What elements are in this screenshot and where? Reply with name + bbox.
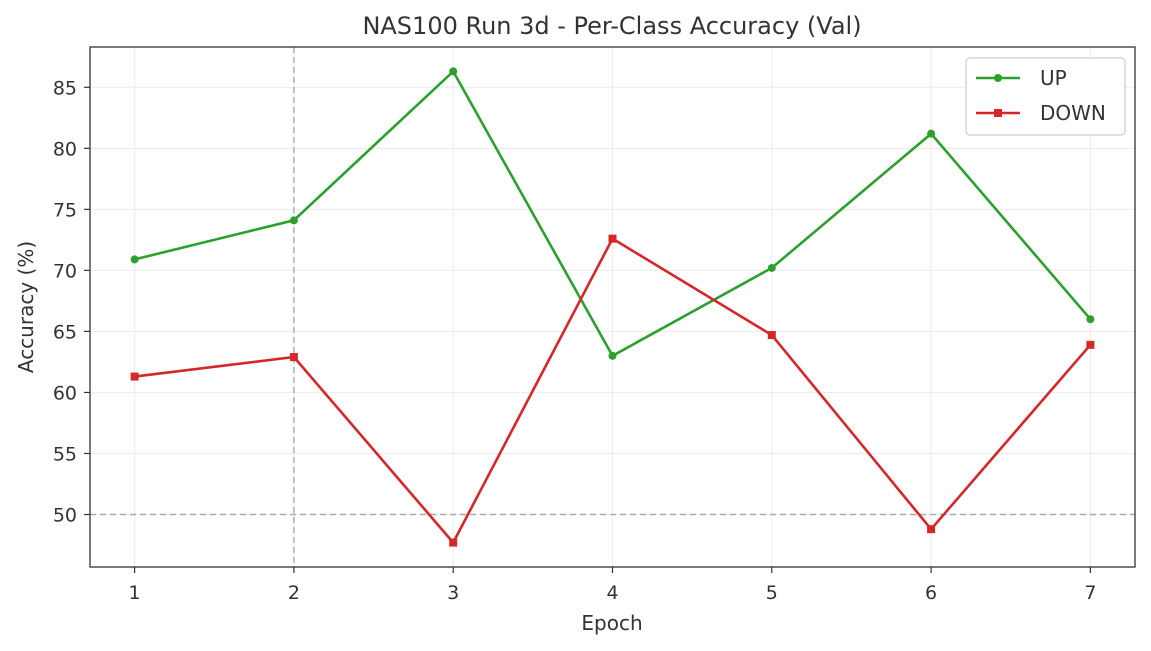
y-tick-label: 85	[53, 77, 77, 99]
data-point-down	[1086, 340, 1095, 349]
x-tick-label: 7	[1084, 582, 1096, 604]
data-point-down	[608, 234, 617, 243]
data-point-down	[289, 353, 298, 362]
data-point-down	[449, 538, 458, 547]
y-tick-label: 50	[53, 505, 77, 527]
x-tick-label: 5	[766, 582, 778, 604]
x-tick-label: 4	[606, 582, 618, 604]
y-axis-label: Accuracy (%)	[14, 241, 38, 373]
data-point-down	[130, 372, 139, 381]
data-point-up	[1086, 315, 1095, 324]
x-tick-label: 1	[129, 582, 141, 604]
data-point-up	[449, 67, 458, 76]
x-tick-label: 6	[925, 582, 937, 604]
chart-title: NAS100 Run 3d - Per-Class Accuracy (Val)	[362, 12, 861, 40]
y-tick-label: 70	[53, 260, 77, 282]
data-point-down	[767, 331, 776, 340]
data-point-up	[927, 129, 936, 138]
x-axis-label: Epoch	[581, 611, 642, 635]
legend: UP DOWN	[965, 57, 1126, 136]
legend-marker-down	[994, 109, 1002, 117]
legend-label-down: DOWN	[1040, 101, 1106, 125]
x-tick-label: 3	[447, 582, 459, 604]
legend-label-up: UP	[1040, 66, 1067, 90]
data-point-up	[289, 216, 298, 225]
series-layer	[130, 67, 1095, 547]
y-tick-label: 75	[53, 199, 77, 221]
x-tick-label: 2	[288, 582, 300, 604]
ticks: 1 2 3 4 5 6 7 50 55 60 65 70 75 80 85	[53, 77, 1097, 604]
y-tick-label: 65	[53, 321, 77, 343]
data-point-up	[130, 255, 139, 264]
data-point-down	[927, 525, 936, 534]
y-tick-label: 55	[53, 443, 77, 465]
legend-marker-up	[994, 74, 1002, 82]
data-point-up	[767, 263, 776, 272]
y-tick-label: 80	[53, 138, 77, 160]
reference-lines	[90, 47, 1135, 567]
y-tick-label: 60	[53, 382, 77, 404]
data-point-up	[608, 351, 617, 360]
